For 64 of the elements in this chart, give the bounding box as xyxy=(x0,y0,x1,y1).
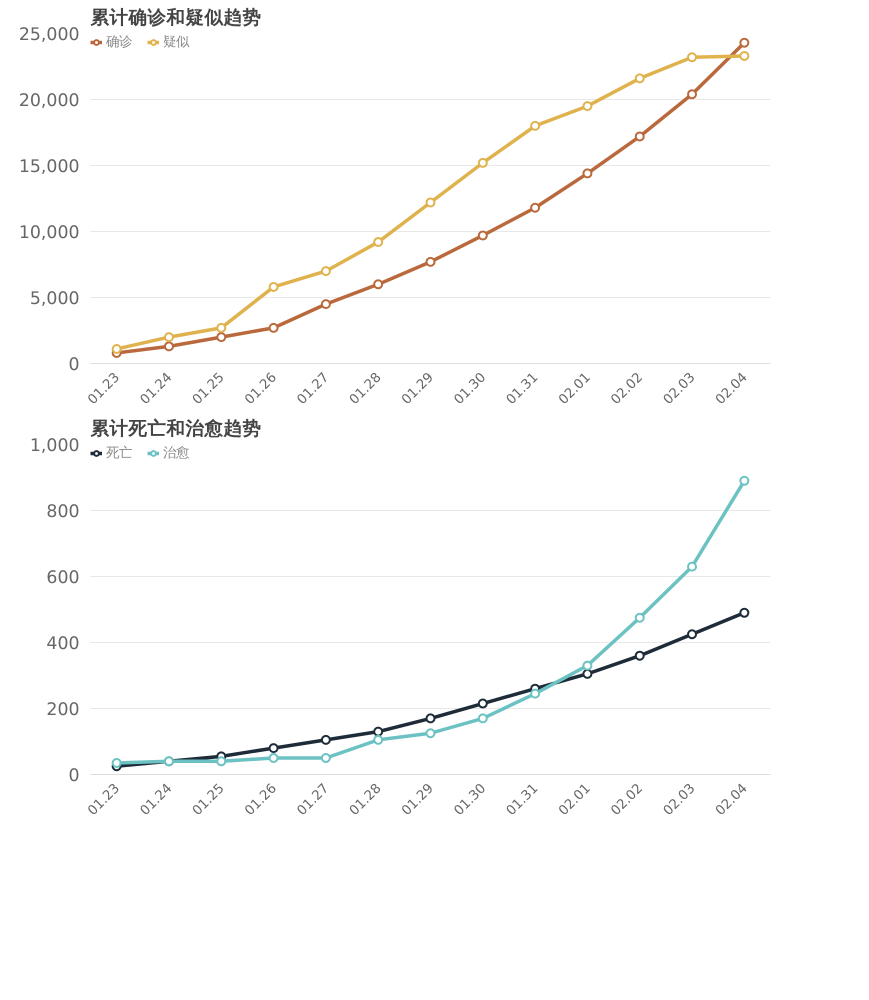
point xyxy=(739,38,750,48)
point xyxy=(687,89,698,100)
y-tick-label: 10,000 xyxy=(18,223,80,243)
point xyxy=(320,299,331,310)
point xyxy=(582,101,592,112)
point xyxy=(739,50,750,61)
y-tick-label: 0 xyxy=(68,355,80,375)
point xyxy=(426,713,436,724)
point xyxy=(478,698,488,709)
point xyxy=(373,237,384,248)
point xyxy=(582,168,592,178)
legend-label: 死亡 xyxy=(106,444,132,462)
point xyxy=(426,728,436,738)
point xyxy=(739,608,750,618)
y-tick-label: 800 xyxy=(46,502,80,522)
legend-label: 疑似 xyxy=(163,34,189,51)
y-tick-label: 0 xyxy=(68,766,80,786)
point xyxy=(530,688,540,699)
point xyxy=(478,230,488,240)
point xyxy=(426,197,436,208)
point xyxy=(634,650,645,661)
point xyxy=(687,52,698,62)
point xyxy=(530,202,540,213)
chart-title: 累计死亡和治愈趋势 xyxy=(90,418,262,440)
y-tick-label: 600 xyxy=(46,568,80,588)
point xyxy=(426,256,436,267)
point xyxy=(373,279,384,290)
point xyxy=(268,753,279,763)
point xyxy=(687,562,698,572)
point xyxy=(112,758,122,768)
point xyxy=(268,322,279,333)
point xyxy=(634,73,645,84)
point xyxy=(112,344,122,354)
point xyxy=(687,629,698,640)
point xyxy=(582,668,592,679)
point xyxy=(320,266,331,276)
y-tick-label: 200 xyxy=(46,700,80,720)
point xyxy=(739,476,750,486)
point xyxy=(478,158,488,168)
y-tick-label: 15,000 xyxy=(18,157,80,177)
point xyxy=(634,612,645,623)
y-tick-label: 1,000 xyxy=(30,436,80,456)
legend-label: 确诊 xyxy=(106,34,132,51)
point xyxy=(634,131,645,142)
point xyxy=(164,332,174,342)
point xyxy=(530,120,540,131)
point xyxy=(216,332,226,342)
point xyxy=(320,753,331,763)
point xyxy=(582,660,592,671)
point xyxy=(478,713,488,724)
y-tick-label: 5,000 xyxy=(30,289,80,309)
point xyxy=(320,734,331,745)
point xyxy=(268,743,279,754)
chart-title: 累计确诊和疑似趋势 xyxy=(90,6,262,28)
point xyxy=(164,341,174,352)
y-tick-label: 25,000 xyxy=(18,25,80,45)
y-tick-label: 400 xyxy=(46,634,80,654)
point xyxy=(216,322,226,333)
point xyxy=(373,734,384,745)
legend-label: 治愈 xyxy=(163,445,189,462)
point xyxy=(373,726,384,737)
y-tick-label: 20,000 xyxy=(18,91,80,111)
point xyxy=(216,756,226,766)
point xyxy=(268,282,279,292)
